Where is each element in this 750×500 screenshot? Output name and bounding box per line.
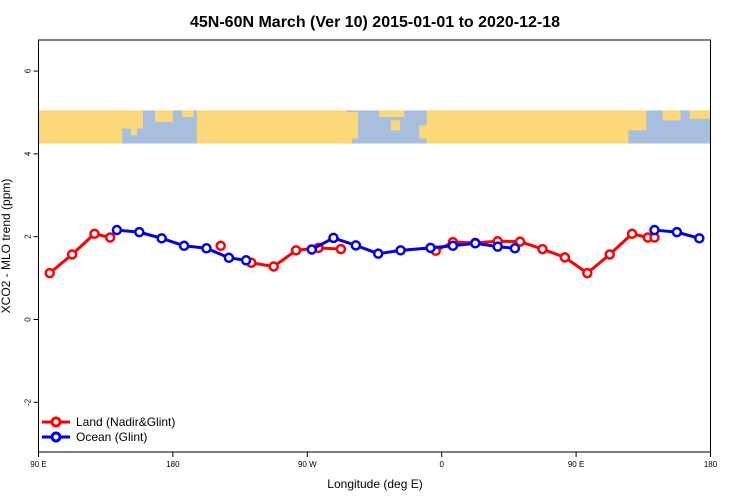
data-point — [156, 233, 167, 244]
data-point — [694, 233, 705, 244]
data-point — [350, 240, 362, 251]
data-point — [626, 228, 638, 240]
plot-frame — [38, 39, 711, 453]
x-tick-label: 90 E — [30, 460, 46, 469]
data-point — [290, 245, 302, 256]
data-point — [537, 243, 548, 255]
series-line — [48, 232, 111, 275]
legend-item-ocean: Ocean (Glint) — [42, 430, 147, 444]
y-axis: -2 0 2 4 6 — [24, 68, 39, 406]
data-point — [514, 236, 526, 247]
y-tick-label: 2 — [24, 234, 33, 239]
data-point — [395, 245, 406, 256]
x-tick-label: 180 — [704, 460, 718, 469]
data-point — [509, 243, 521, 254]
series-ocean — [111, 224, 705, 266]
x-axis: 90 E 180 90 W 0 90 E 180 — [30, 452, 718, 469]
y-tick-label: 4 — [24, 151, 33, 156]
data-point — [328, 232, 339, 244]
data-point — [104, 232, 116, 243]
data-point — [671, 226, 683, 238]
data-point — [268, 261, 279, 272]
data-point — [89, 228, 100, 240]
x-tick-label: 90 E — [568, 460, 584, 469]
data-point — [335, 243, 347, 255]
map-land — [38, 110, 711, 144]
legend: Land (Nadir&Glint) Ocean (Glint) — [42, 415, 175, 444]
map-land-patch — [689, 110, 711, 119]
series-layer — [44, 224, 705, 279]
y-axis-label: XCO2 - MLO trend (ppm) — [0, 179, 13, 314]
data-point — [134, 226, 145, 238]
data-point — [215, 240, 226, 252]
data-point — [201, 243, 212, 254]
map-land-patch — [378, 110, 405, 118]
map-land-patch — [628, 110, 647, 131]
data-point — [306, 244, 318, 255]
data-point — [425, 242, 436, 254]
legend-land-marker — [50, 416, 62, 428]
map-land-patch — [390, 120, 400, 131]
legend-land-label: Land (Nadir&Glint) — [76, 415, 175, 429]
y-tick-label: 6 — [24, 68, 33, 73]
map-land-patch — [122, 110, 144, 129]
legend-ocean-label: Ocean (Glint) — [76, 430, 147, 444]
map-land-patch — [154, 110, 173, 122]
data-point — [492, 241, 503, 252]
map-land-patch — [346, 112, 359, 139]
chart-title: 45N-60N March (Ver 10) 2015-01-01 to 202… — [190, 14, 560, 31]
x-tick-label: 180 — [166, 460, 180, 469]
data-point — [447, 240, 459, 252]
map-land-patch — [662, 110, 681, 121]
series-line — [311, 236, 516, 256]
y-tick-label: 0 — [24, 317, 33, 322]
data-point — [240, 255, 252, 266]
data-point — [223, 252, 235, 264]
data-point — [178, 240, 190, 252]
data-point — [582, 267, 593, 279]
legend-ocean-marker — [50, 431, 62, 443]
data-point — [470, 238, 481, 249]
map-land-patch — [196, 110, 347, 144]
map-land-patch — [38, 110, 123, 144]
data-point — [111, 224, 123, 236]
map-land-patch — [131, 128, 138, 136]
map-band — [38, 110, 711, 144]
data-point — [66, 249, 78, 260]
legend-item-land: Land (Nadir&Glint) — [42, 415, 175, 429]
map-land-patch — [337, 135, 353, 144]
data-point — [559, 252, 571, 263]
map-land-patch — [426, 110, 629, 144]
data-point — [649, 224, 660, 236]
data-point — [44, 267, 55, 279]
y-tick-label: -2 — [24, 398, 33, 406]
x-tick-label: 90 W — [298, 460, 317, 469]
data-point — [372, 248, 384, 259]
map-land-patch — [181, 110, 194, 118]
x-axis-label: Longitude (deg E) — [327, 477, 422, 491]
x-tick-label: 0 — [439, 460, 444, 469]
data-point — [604, 249, 615, 260]
